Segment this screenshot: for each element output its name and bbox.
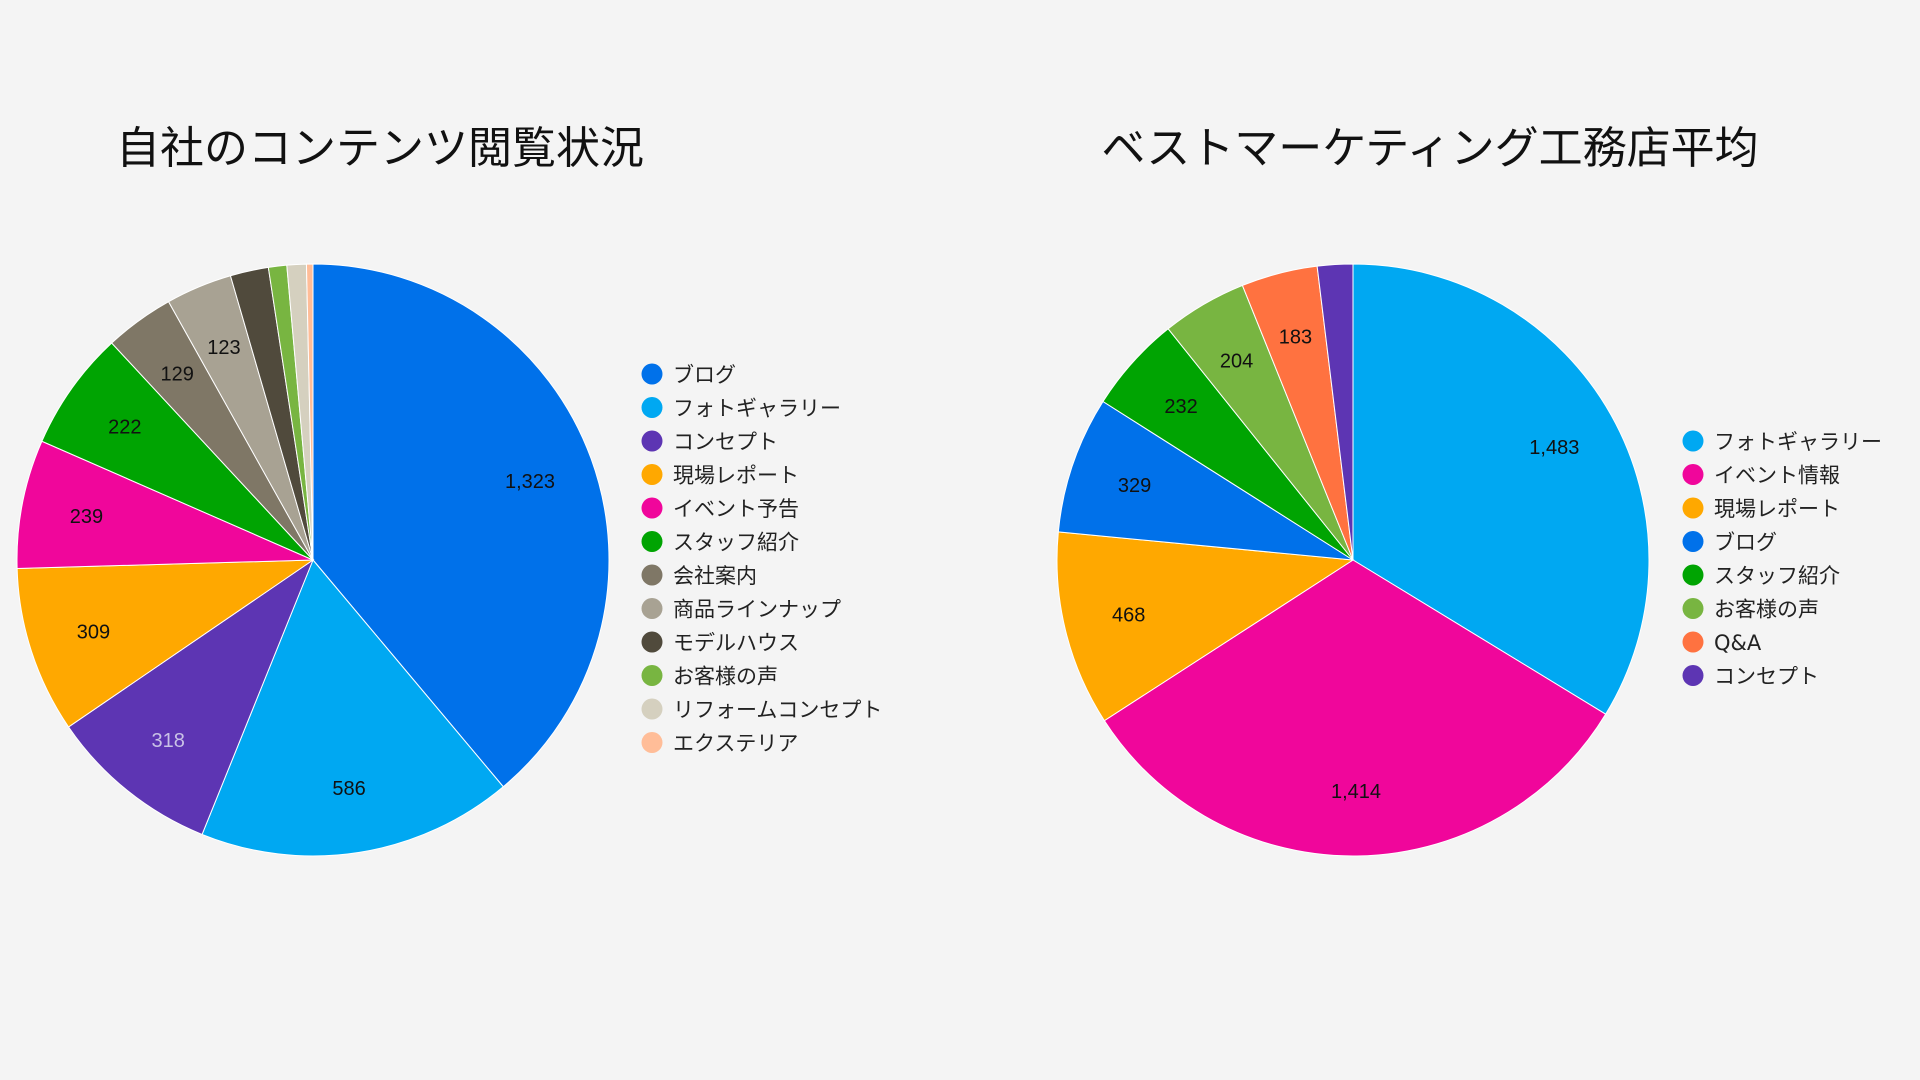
slice-value-label: 318 — [152, 730, 185, 752]
legend-item-label: イベント予告 — [673, 497, 799, 521]
legend-swatch — [641, 665, 663, 686]
pie-slice-0-3 — [16, 559, 315, 728]
legend-swatch — [641, 363, 663, 385]
legend-item-label: お客様の声 — [1714, 598, 1819, 622]
slice-value-label: 468 — [1112, 605, 1145, 627]
chart-title-own-content: 自社のコンテンツ閲覧状況 — [116, 123, 644, 174]
pie-slice-1-7 — [1316, 263, 1354, 561]
legend-item-label: コンセプト — [1714, 665, 1819, 689]
pie-slice-1-0 — [1352, 263, 1650, 715]
legend-item-label: イベント情報 — [1714, 464, 1840, 488]
legend-item-label: お客様の声 — [673, 665, 778, 689]
legend-swatch — [1682, 598, 1704, 619]
legend-swatch — [641, 564, 663, 586]
legend-item-label: コンセプト — [673, 430, 778, 454]
slice-value-label: 1,414 — [1331, 781, 1381, 803]
legend-item-label: スタッフ紹介 — [673, 531, 799, 555]
pie-chart-best-average: 1,483 1,414 468 329 232 204 183 — [1056, 263, 1650, 857]
legend-swatch — [641, 698, 663, 720]
slice-value-label: 183 — [1279, 326, 1312, 348]
legend-swatch — [1682, 665, 1704, 686]
legend-swatch — [641, 464, 663, 485]
legend-item-label: 現場レポート — [673, 464, 799, 488]
pie-slice-0-0 — [312, 263, 610, 788]
slice-value-label: 309 — [77, 621, 110, 643]
legend-swatch — [641, 497, 663, 519]
legend-item-label: 商品ラインナップ — [673, 598, 841, 622]
slice-value-label: 1,323 — [505, 471, 555, 493]
legend-own-content: ブログフォトギャラリーコンセプト現場レポートイベント予告スタッフ紹介会社案内商品… — [641, 363, 882, 756]
pie-slice-0-5 — [41, 342, 314, 561]
pie-slice-0-1 — [201, 559, 504, 857]
legend-swatch — [1682, 631, 1704, 653]
slice-value-label: 129 — [161, 363, 194, 385]
slice-value-label: 239 — [70, 506, 103, 528]
legend-swatch — [1682, 497, 1704, 519]
legend-item-label: フォトギャラリー — [673, 397, 841, 421]
slice-value-label: 204 — [1220, 351, 1253, 373]
legend-item-label: ブログ — [1714, 531, 1777, 555]
legend-item-label: ブログ — [673, 363, 736, 387]
legend-item-label: モデルハウス — [673, 631, 799, 655]
legend-item-label: 会社案内 — [673, 564, 757, 588]
slice-value-label: 222 — [108, 416, 141, 438]
legend-swatch — [641, 397, 663, 418]
slice-value-label: 586 — [332, 778, 365, 800]
pie-slice-1-1 — [1103, 559, 1607, 857]
pie-slice-0-4 — [16, 440, 314, 569]
pie-slice-0-2 — [67, 558, 315, 836]
legend-swatch — [1682, 430, 1704, 452]
pie-slice-1-2 — [1056, 531, 1355, 722]
legend-swatch — [641, 631, 663, 653]
legend-swatch — [641, 598, 663, 619]
legend-item-label: フォトギャラリー — [1714, 430, 1882, 454]
legend-item-label: スタッフ紹介 — [1714, 564, 1840, 588]
legend-swatch — [641, 732, 663, 753]
legend-swatch — [641, 430, 663, 452]
pie-slice-0-11 — [305, 263, 314, 561]
slice-value-label: 329 — [1118, 475, 1151, 497]
slice-value-label: 232 — [1164, 396, 1197, 418]
chart-title-best-average: ベストマーケティング工務店平均 — [1101, 123, 1758, 174]
legend-swatch — [641, 531, 663, 552]
slice-value-label: 1,483 — [1529, 437, 1579, 459]
legend-swatch — [1682, 464, 1704, 485]
legend-item-label: 現場レポート — [1714, 497, 1840, 521]
pie-chart-own-content: 1,323 586 318 309 239 222 129 123 — [16, 263, 610, 857]
legend-item-label: エクステリア — [673, 732, 798, 756]
legend-item-label: Q&A — [1714, 631, 1762, 655]
pie-slice-1-3 — [1057, 400, 1354, 561]
slice-value-label: 123 — [207, 337, 240, 359]
legend-item-label: リフォームコンセプト — [673, 698, 882, 722]
legend-swatch — [1682, 564, 1704, 586]
legend-swatch — [1682, 531, 1704, 552]
